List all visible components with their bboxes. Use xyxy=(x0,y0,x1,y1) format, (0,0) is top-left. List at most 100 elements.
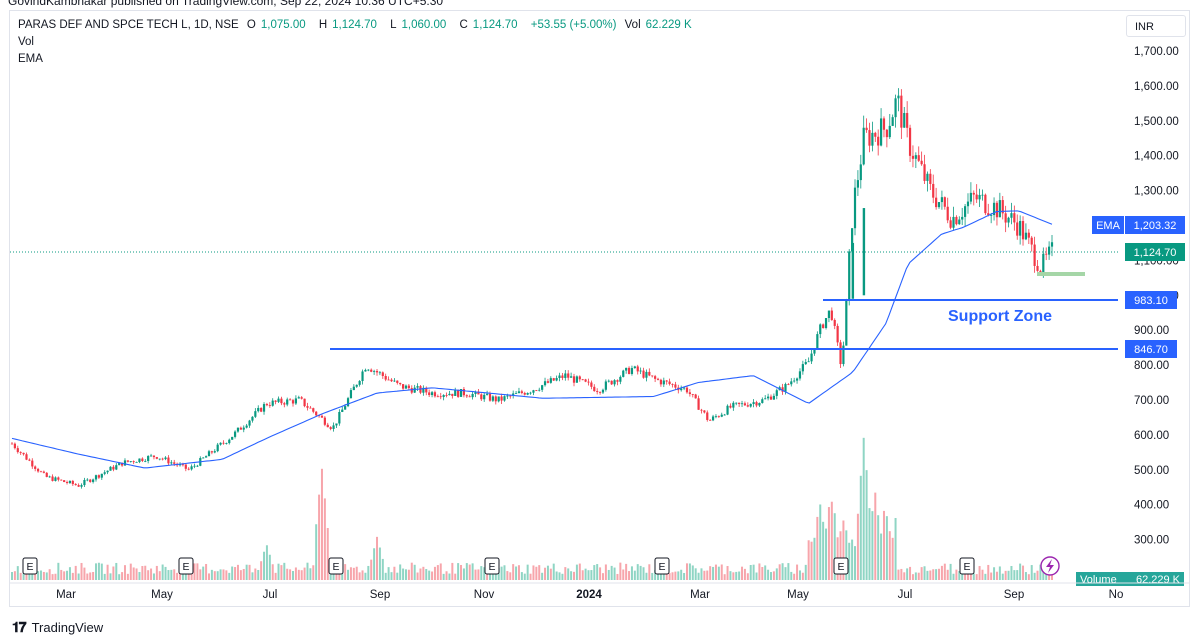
volume-bar xyxy=(578,563,581,580)
volume-bar xyxy=(445,571,448,580)
candle-body xyxy=(277,398,280,402)
candle-body xyxy=(28,459,31,461)
candle-body xyxy=(74,484,77,486)
volume-bar xyxy=(263,551,266,580)
candle-body xyxy=(204,456,208,458)
candle-body xyxy=(457,390,460,397)
earnings-marker[interactable]: E xyxy=(178,557,194,575)
earnings-marker[interactable]: E xyxy=(22,557,38,575)
volume-bar xyxy=(625,563,628,580)
candle-body xyxy=(401,384,405,389)
candle-body xyxy=(86,479,89,481)
volume-bar xyxy=(685,563,688,580)
candle-body xyxy=(399,382,402,385)
candle-body xyxy=(13,443,16,449)
volume-bar xyxy=(961,572,964,580)
candle-body xyxy=(341,409,344,412)
candle-body xyxy=(601,389,605,393)
earnings-marker[interactable]: E xyxy=(328,557,344,575)
candle-body xyxy=(283,403,286,405)
footer-brand[interactable]: 𝟏𝟕 TradingView xyxy=(12,619,103,636)
volume-bar xyxy=(121,572,124,580)
earnings-marker[interactable]: E xyxy=(654,557,670,575)
indicator-vol[interactable]: Vol xyxy=(18,36,34,48)
candle-body xyxy=(430,392,434,395)
lightning-icon[interactable] xyxy=(1040,556,1060,576)
volume-bar xyxy=(581,570,584,580)
candle-body xyxy=(955,216,958,225)
candle-body xyxy=(428,392,431,395)
candle-body xyxy=(703,410,706,413)
volume-bar xyxy=(68,567,71,580)
volume-bar xyxy=(37,571,40,580)
support-zone-annotation: Support Zone xyxy=(948,308,1052,325)
volume-bar xyxy=(303,567,306,580)
candle-body xyxy=(451,393,454,396)
volume-bar xyxy=(167,570,170,580)
volume-bar xyxy=(827,507,830,580)
volume-bar xyxy=(546,565,549,580)
candle-body xyxy=(868,130,871,146)
volume-bar xyxy=(659,572,662,580)
volume-bar xyxy=(292,570,295,580)
currency-selector[interactable]: INR xyxy=(1126,15,1186,37)
candle-body xyxy=(503,396,506,401)
candle-body xyxy=(413,387,416,393)
candle-body xyxy=(981,194,984,196)
candle-body xyxy=(906,112,909,128)
volume-bar xyxy=(80,562,83,580)
earnings-marker[interactable]: E xyxy=(959,557,975,575)
volume-bar xyxy=(529,573,532,580)
volume-bar xyxy=(31,570,34,580)
candle-body xyxy=(97,475,101,478)
y-tick-label: 900.00 xyxy=(1134,325,1169,337)
volume-bar xyxy=(396,572,399,580)
candle-body xyxy=(961,216,964,220)
candle-body xyxy=(68,480,72,483)
svg-text:E: E xyxy=(332,561,339,573)
volume-bar xyxy=(877,515,880,580)
volume-bar xyxy=(187,573,190,580)
candle-body xyxy=(549,378,552,383)
svg-text:E: E xyxy=(658,561,665,573)
volume-bar xyxy=(318,494,321,580)
volume-bar xyxy=(752,564,755,580)
svg-text:E: E xyxy=(963,561,970,573)
candle-body xyxy=(851,228,854,252)
earnings-marker[interactable]: E xyxy=(833,557,849,575)
candle-body xyxy=(500,396,503,401)
volume-bar xyxy=(251,572,254,580)
indicator-ema[interactable]: EMA xyxy=(18,53,43,65)
candle-body xyxy=(352,386,355,391)
candle-body xyxy=(83,479,86,486)
candle-body xyxy=(225,443,228,444)
volume-bar xyxy=(399,564,402,580)
candle-body xyxy=(1024,232,1028,240)
x-tick-label: Nov xyxy=(474,589,495,601)
candle-body xyxy=(567,373,570,378)
volume-bar xyxy=(106,564,109,580)
volume-bar xyxy=(1045,572,1048,580)
earnings-marker[interactable]: E xyxy=(484,557,500,575)
candle-body xyxy=(155,457,158,459)
volume-bar xyxy=(735,571,738,580)
volume-bar xyxy=(97,562,100,580)
volume-bar xyxy=(300,570,303,580)
y-tick-label: 700.00 xyxy=(1134,395,1169,407)
volume-bar xyxy=(436,565,439,580)
volume-bar xyxy=(819,504,822,580)
candle-body xyxy=(242,427,245,430)
volume-bar xyxy=(871,511,874,580)
volume-bar xyxy=(966,571,969,580)
candle-body xyxy=(320,415,324,418)
volume-bar xyxy=(1004,570,1007,580)
x-axis: Mar May Jul Sep Nov 2024 Mar May Jul Sep No xyxy=(56,589,1123,601)
volume-bar xyxy=(86,573,89,580)
volume-bar xyxy=(289,569,292,580)
volume-bar xyxy=(549,568,552,580)
symbol-title[interactable]: PARAS DEF AND SPCE TECH L, 1D, NSE xyxy=(18,19,239,31)
volume-bar xyxy=(859,475,862,580)
volume-bar xyxy=(13,571,16,580)
volume-bar xyxy=(616,573,619,580)
